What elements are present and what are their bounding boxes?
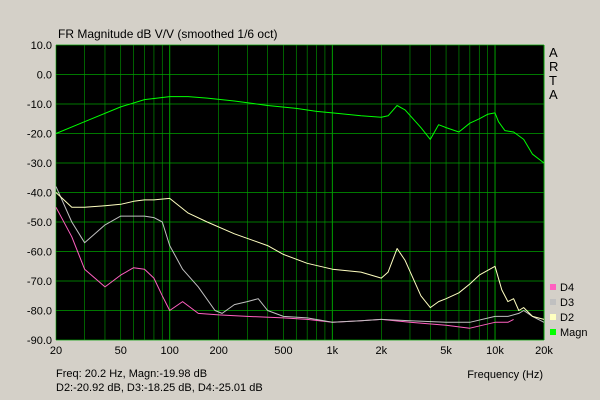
legend-label: D3 — [560, 297, 574, 309]
legend-swatch — [550, 329, 556, 335]
x-tick-label: 2k — [376, 345, 388, 357]
legend-label: D4 — [560, 282, 574, 294]
y-tick-label: -30.0 — [27, 158, 52, 170]
x-tick-label: 10k — [486, 345, 504, 357]
legend: D4 D3 D2 Magn — [550, 282, 588, 339]
y-tick-label: 0.0 — [37, 70, 52, 82]
grid-lines — [55, 44, 545, 341]
legend-label: D2 — [560, 312, 574, 324]
x-tick-label: 20k — [535, 345, 553, 357]
series-line-d2 — [55, 192, 545, 320]
x-axis-label: Frequency (Hz) — [467, 369, 543, 381]
x-tick-label: 100 — [161, 345, 179, 357]
y-tick-label: 10.0 — [31, 40, 52, 52]
x-tick-label: 500 — [274, 345, 292, 357]
x-tick-label: 50 — [115, 345, 127, 357]
series-line-d4 — [55, 207, 514, 329]
series-line-d3 — [55, 186, 545, 323]
legend-swatch — [550, 284, 556, 290]
x-tick-label: 20 — [50, 345, 62, 357]
brand-letter: A — [549, 45, 558, 60]
readout-line-2: D2:-20.92 dB, D3:-18.25 dB, D4:-25.01 dB — [56, 382, 263, 394]
y-tick-label: -80.0 — [27, 306, 52, 318]
y-tick-label: -90.0 — [27, 335, 52, 347]
y-tick-label: -40.0 — [27, 188, 52, 200]
axis-labels: 10.0 0.0 -10.0 -20.0 -30.0 -40.0 -50.0 -60.0 -70… — [27, 40, 553, 357]
legend-label: Magn — [560, 327, 588, 339]
series-layer — [55, 96, 545, 329]
legend-swatch — [550, 314, 556, 320]
x-tick-label: 1k — [327, 345, 339, 357]
y-tick-label: -20.0 — [27, 129, 52, 141]
y-tick-label: -50.0 — [27, 217, 52, 229]
y-tick-label: -70.0 — [27, 276, 52, 288]
chart-title: FR Magnitude dB V/V (smoothed 1/6 oct) — [58, 27, 277, 41]
readout-line-1: Freq: 20.2 Hz, Magn:-19.98 dB — [56, 368, 208, 380]
legend-swatch — [550, 299, 556, 305]
y-tick-label: -60.0 — [27, 247, 52, 259]
series-line-magn — [55, 96, 545, 164]
brand-letter: R — [549, 59, 558, 74]
x-tick-label: 200 — [209, 345, 227, 357]
brand-letter: A — [549, 87, 558, 102]
x-tick-label: 5k — [440, 345, 452, 357]
y-tick-label: -10.0 — [27, 99, 52, 111]
brand-letter: T — [549, 73, 557, 88]
